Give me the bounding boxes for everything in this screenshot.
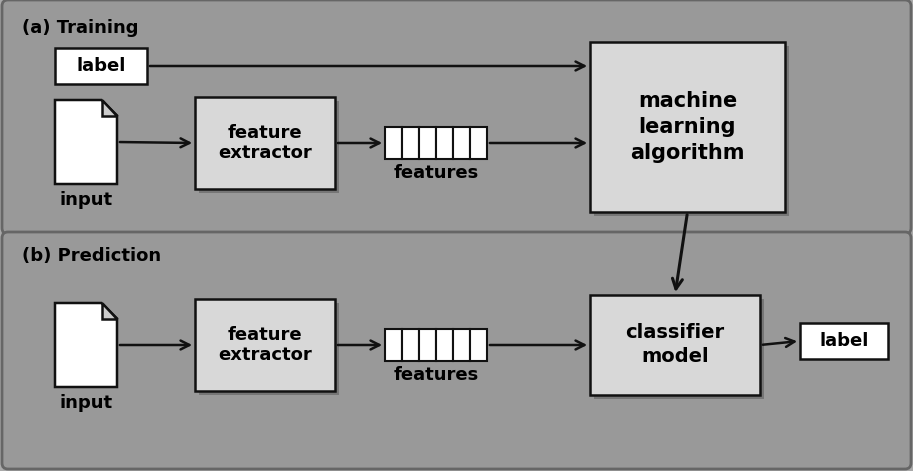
Bar	[453, 329, 470, 361]
Text: extractor: extractor	[218, 346, 312, 364]
Bar	[436, 127, 453, 159]
FancyBboxPatch shape	[590, 42, 785, 212]
FancyBboxPatch shape	[594, 299, 764, 399]
Bar	[402, 127, 419, 159]
FancyBboxPatch shape	[199, 101, 339, 193]
Bar	[385, 329, 402, 361]
FancyBboxPatch shape	[2, 0, 911, 234]
Text: learning: learning	[639, 117, 736, 137]
Text: (a) Training: (a) Training	[22, 19, 139, 37]
Text: machine: machine	[638, 91, 737, 111]
Text: extractor: extractor	[218, 144, 312, 162]
Text: input: input	[59, 191, 112, 209]
Text: feature: feature	[227, 326, 302, 344]
Text: input: input	[59, 394, 112, 412]
Polygon shape	[101, 303, 117, 318]
FancyBboxPatch shape	[195, 97, 335, 189]
Polygon shape	[55, 303, 117, 387]
FancyBboxPatch shape	[195, 299, 335, 391]
Bar	[419, 329, 436, 361]
Bar	[419, 127, 436, 159]
Text: classifier: classifier	[625, 324, 725, 342]
Text: (b) Prediction: (b) Prediction	[22, 247, 161, 265]
FancyBboxPatch shape	[800, 323, 888, 359]
Text: feature: feature	[227, 124, 302, 142]
Bar	[453, 127, 470, 159]
Text: features: features	[394, 366, 478, 384]
Bar	[470, 127, 487, 159]
FancyBboxPatch shape	[594, 46, 789, 216]
FancyBboxPatch shape	[590, 295, 760, 395]
Text: algorithm: algorithm	[630, 143, 745, 163]
FancyBboxPatch shape	[2, 232, 911, 469]
Polygon shape	[101, 100, 117, 115]
Bar	[436, 329, 453, 361]
Text: label: label	[77, 57, 126, 75]
Text: features: features	[394, 164, 478, 182]
FancyBboxPatch shape	[55, 48, 147, 84]
Bar	[385, 127, 402, 159]
Text: model: model	[641, 348, 708, 366]
FancyBboxPatch shape	[199, 303, 339, 395]
Polygon shape	[55, 100, 117, 184]
Text: label: label	[819, 332, 868, 350]
Bar	[402, 329, 419, 361]
Bar	[470, 329, 487, 361]
